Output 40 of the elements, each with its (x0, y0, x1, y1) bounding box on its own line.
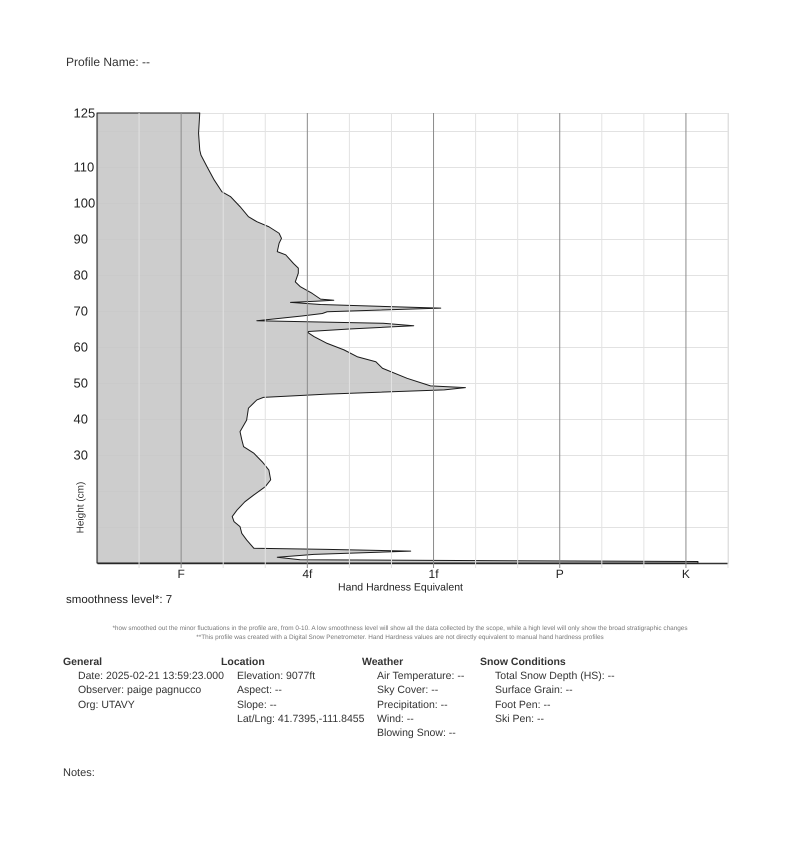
text: Wind: -- (377, 713, 414, 725)
y-tick-label: 110 (74, 160, 94, 174)
x-axis-title: Hand Hardness Equivalent (338, 582, 464, 594)
text: Elevation: 9077ft (237, 670, 316, 682)
text: Precipitation: -- (377, 699, 448, 711)
text: Lat/Lng: 41.7395,-111.8455 (237, 713, 365, 725)
text: Org: UTAVY (78, 699, 135, 711)
y-tick-label: 90 (74, 232, 88, 246)
text: Date: 2025-02-21 13:59:23.000 (78, 670, 224, 682)
text: Total Snow Depth (HS): -- (495, 670, 616, 682)
chart-title: Profile Name: -- (66, 55, 150, 69)
text: Air Temperature: -- (377, 670, 465, 682)
text: Location (221, 656, 265, 668)
ref-line-label: 4f (302, 567, 313, 581)
text: Blowing Snow: -- (377, 727, 456, 739)
text: Notes: (63, 767, 95, 779)
text: smoothness level*: 7 (66, 594, 172, 606)
text: Slope: -- (237, 699, 278, 711)
y-tick-label: 40 (74, 412, 88, 426)
y-tick-label: 100 (74, 196, 96, 210)
text: Surface Grain: -- (495, 684, 574, 696)
text: Snow Conditions (480, 656, 566, 668)
text: Sky Cover: -- (377, 684, 439, 696)
ref-line-label: P (556, 567, 564, 581)
y-axis-title: Height (cm) (76, 482, 86, 534)
text: Observer: paige pagnucco (78, 684, 202, 696)
text: General (63, 656, 102, 668)
ref-line-label: K (682, 567, 690, 581)
text: Weather (362, 656, 404, 668)
ref-line-label: F (177, 567, 185, 581)
ref-line-label: 1f (428, 567, 440, 581)
text: Ski Pen: -- (495, 713, 545, 725)
y-tick-label: 70 (74, 304, 88, 318)
y-tick-label: 125 (74, 106, 96, 120)
text: Foot Pen: -- (495, 699, 551, 711)
y-tick-label: 60 (74, 340, 88, 354)
y-tick-label: 30 (74, 448, 88, 462)
y-tick-label: 80 (74, 268, 88, 282)
text: Aspect: -- (237, 684, 282, 696)
y-tick-label: 50 (74, 376, 88, 390)
